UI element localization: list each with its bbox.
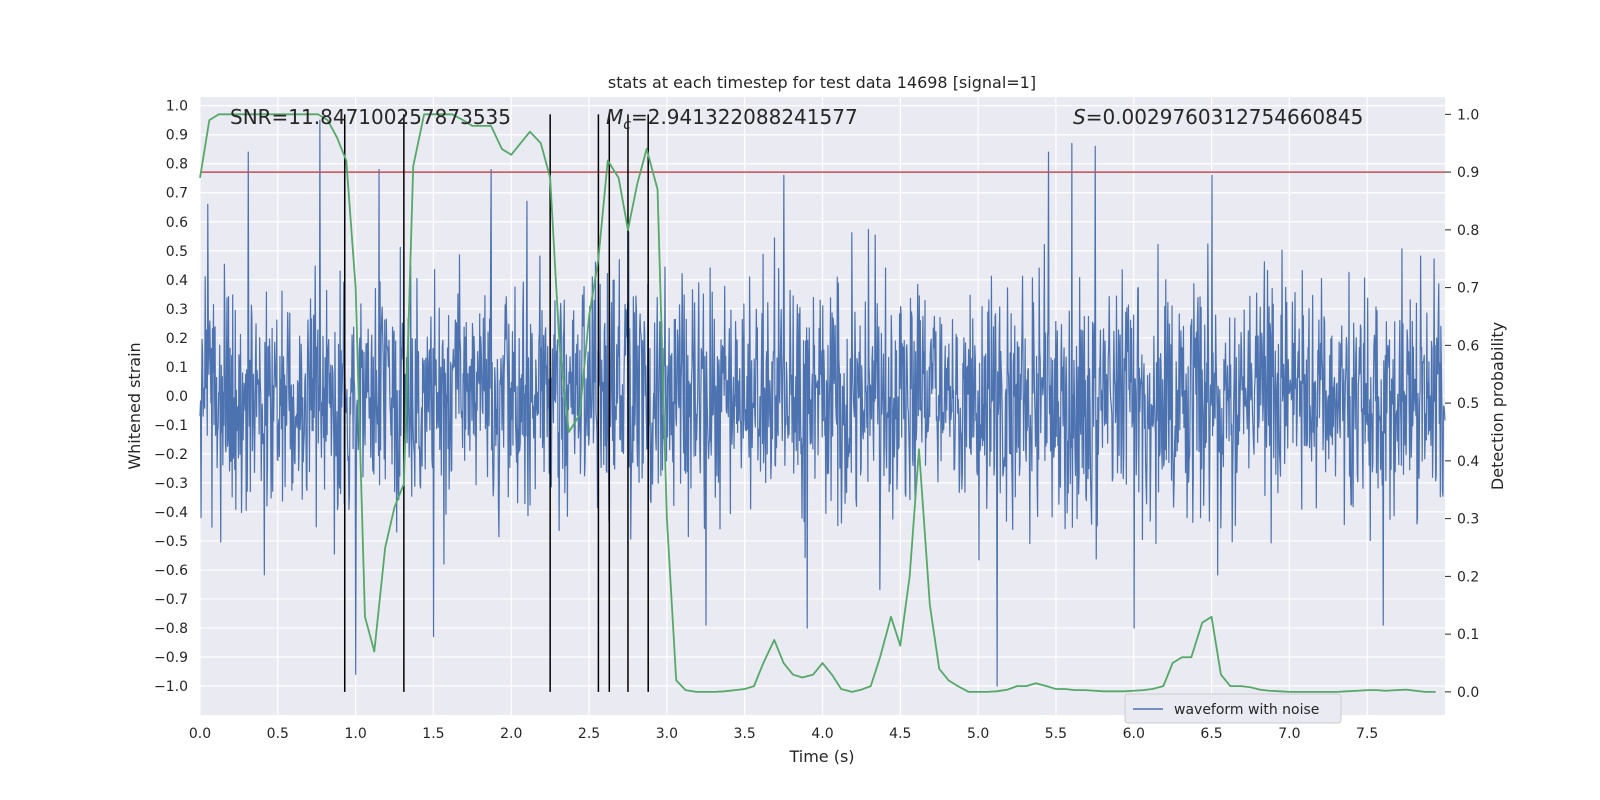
y-tick-label: 0.6 — [166, 215, 188, 231]
y-tick-label: 0.9 — [166, 128, 188, 144]
s-statistic-value: =0.0029760312754660845 — [1086, 105, 1364, 129]
y-tick-label: 0.3 — [166, 302, 188, 318]
x-tick-label: 4.5 — [889, 726, 911, 742]
x-tick-label: 6.0 — [1123, 726, 1145, 742]
legend-label: waveform with noise — [1174, 702, 1319, 718]
y-tick-label: −1.0 — [154, 679, 188, 695]
legend-box — [1124, 693, 1342, 724]
legend: waveform with noise — [1124, 693, 1342, 724]
s-statistic-symbol: S — [1073, 105, 1086, 129]
y-tick-label: 0.1 — [166, 360, 188, 376]
right-y-tick-label: 0.9 — [1457, 165, 1479, 181]
chirp-mass-subscript: c — [623, 117, 631, 133]
right-y-axis-label: Detection probability — [1488, 322, 1507, 490]
x-tick-label: 0.0 — [189, 726, 211, 742]
x-tick-label: 6.5 — [1200, 726, 1222, 742]
x-tick-label: 1.0 — [344, 726, 366, 742]
y-tick-label: −0.6 — [154, 563, 188, 579]
x-tick-label: 4.0 — [811, 726, 833, 742]
y-tick-label: 0.2 — [166, 331, 188, 347]
right-y-tick-label: 1.0 — [1457, 107, 1479, 123]
y-tick-label: 0.8 — [166, 157, 188, 173]
chirp-mass-value: =2.941322088241577 — [631, 105, 858, 129]
y-tick-label: −0.3 — [154, 476, 188, 492]
y-tick-label: −0.4 — [154, 505, 188, 521]
detection-probability-line — [199, 113, 1436, 693]
right-y-tick-label: 0.3 — [1457, 512, 1479, 528]
x-tick-label: 7.5 — [1356, 726, 1378, 742]
x-tick-label: 1.5 — [422, 726, 444, 742]
x-tick-label: 5.0 — [967, 726, 989, 742]
y-tick-label: 0.5 — [166, 244, 188, 260]
x-tick-label: 7.0 — [1278, 726, 1300, 742]
x-tick-label: 2.5 — [578, 726, 600, 742]
y-tick-label: −0.2 — [154, 447, 188, 463]
y-tick-label: −0.1 — [154, 418, 188, 434]
y-tick-label: 0.4 — [166, 273, 188, 289]
y-tick-label: −0.9 — [154, 650, 188, 666]
y-tick-label: −0.7 — [154, 592, 188, 608]
right-y-tick-label: 0.6 — [1457, 338, 1479, 354]
y-tick-label: 1.0 — [166, 99, 188, 115]
x-tick-label: 0.5 — [267, 726, 289, 742]
y-axis-label: Whitened strain — [125, 342, 144, 469]
right-y-tick-label: 0.2 — [1457, 569, 1479, 585]
snr-annotation: SNR=11.847100257873535 — [230, 105, 511, 129]
right-y-tick-label: 0.4 — [1457, 454, 1479, 470]
x-tick-label: 2.0 — [500, 726, 522, 742]
detection-probability-path — [199, 113, 1436, 693]
waveform-with-noise-line — [199, 119, 1446, 687]
right-y-tick-label: 0.7 — [1457, 281, 1479, 297]
x-tick-label: 5.5 — [1045, 726, 1067, 742]
right-y-tick-label: 0.8 — [1457, 223, 1479, 239]
ticks: 0.0 0.5 1.0 1.5 2.0 2.5 3.0 3.5 4.0 4.5 5.0 5.5 6.0 6… — [154, 99, 1479, 742]
y-tick-label: 0.7 — [166, 186, 188, 202]
x-tick-label: 3.0 — [656, 726, 678, 742]
x-tick-label: 3.5 — [734, 726, 756, 742]
x-axis-label: Time (s) — [788, 747, 854, 766]
s-statistic-annotation: S=0.0029760312754660845 — [1073, 105, 1363, 129]
right-y-tick-label: 0.0 — [1457, 685, 1479, 701]
y-tick-label: −0.5 — [154, 534, 188, 550]
waveform-with-noise-path — [199, 119, 1446, 687]
chirp-mass-annotation: Mc=2.941322088241577 — [606, 105, 858, 133]
right-y-tick-label: 0.5 — [1457, 396, 1479, 412]
y-tick-label: −0.8 — [154, 621, 188, 637]
right-y-tick-label: 0.1 — [1457, 627, 1479, 643]
overlay-lines — [200, 114, 1445, 692]
chart-title: stats at each timestep for test data 146… — [608, 73, 1036, 92]
y-tick-label: 0.0 — [166, 389, 188, 405]
chirp-mass-symbol: M — [606, 105, 623, 129]
